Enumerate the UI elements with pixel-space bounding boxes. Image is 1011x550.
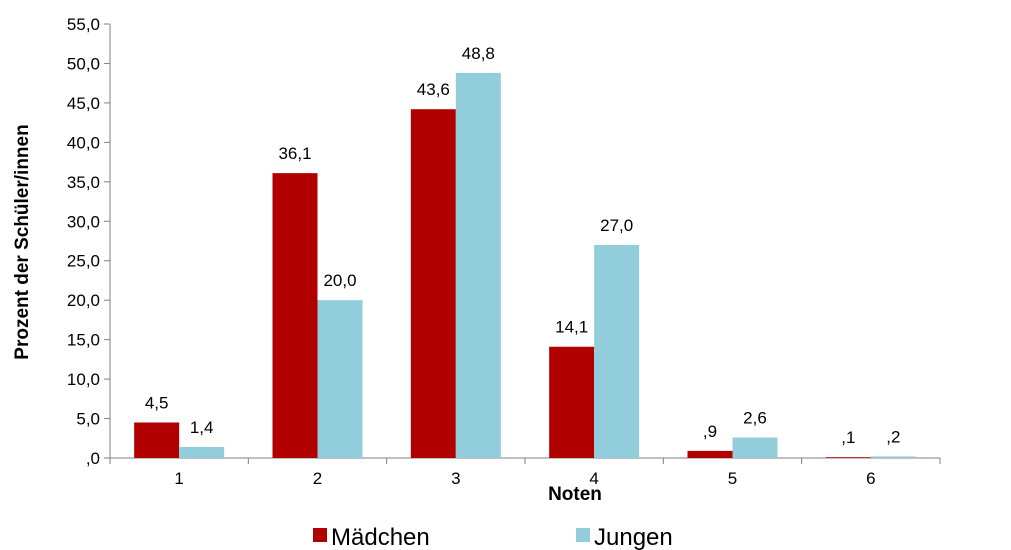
y-tick-label: 15,0 (67, 331, 100, 350)
y-tick-label: 35,0 (67, 173, 100, 192)
legend-swatch (576, 528, 590, 542)
bar-maedchen (825, 457, 871, 458)
bar-jungen (179, 446, 225, 458)
bar-maedchen (272, 173, 318, 458)
y-tick-label: 50,0 (67, 54, 100, 73)
data-label: ,1 (841, 428, 855, 447)
data-label: 36,1 (278, 144, 311, 163)
legend-swatch (313, 528, 327, 542)
x-tick-label: 1 (174, 469, 183, 488)
bar-jungen (594, 244, 640, 458)
x-tick-label: 3 (451, 469, 460, 488)
y-tick-label: 45,0 (67, 94, 100, 113)
y-tick-label: 25,0 (67, 252, 100, 271)
bar-jungen (317, 300, 363, 458)
bar-maedchen (549, 346, 595, 458)
x-tick-label: 2 (313, 469, 322, 488)
bar-maedchen (134, 422, 180, 458)
bar-maedchen (410, 109, 456, 459)
bars (134, 72, 916, 459)
y-tick-label: 5,0 (76, 410, 100, 429)
x-axis: 1 2 3 4 5 6 (109, 457, 941, 488)
x-tick-label: 5 (728, 469, 737, 488)
y-tick-label: 55,0 (67, 15, 100, 34)
y-axis: ,0 5,0 10,0 15,0 20,0 25,0 30,0 35,0 40,0 45,0 50,… (67, 15, 111, 468)
bar-jungen (455, 72, 501, 458)
y-tick-label: 40,0 (67, 133, 100, 152)
bar-jungen (732, 437, 778, 458)
legend-label: Mädchen (331, 524, 430, 550)
legend-label: Jungen (594, 524, 673, 550)
x-axis-title: Noten (548, 484, 602, 505)
data-label: 27,0 (600, 216, 633, 235)
data-label: ,2 (886, 427, 900, 446)
data-label: 20,0 (323, 271, 356, 290)
data-label: 48,8 (462, 44, 495, 63)
y-tick-label: 30,0 (67, 212, 100, 231)
y-tick-label: 20,0 (67, 291, 100, 310)
data-label: 1,4 (190, 418, 214, 437)
data-label: ,9 (703, 422, 717, 441)
y-tick-label: 10,0 (67, 370, 100, 389)
y-axis-title: Prozent der Schüler/innen (12, 124, 33, 359)
legend: Mädchen Jungen (313, 524, 673, 550)
x-tick-label: 4 (589, 469, 598, 488)
data-label: 14,1 (555, 318, 588, 337)
data-labels: 4,5 1,4 36,1 20,0 43,6 48,8 14,1 27,0 ,9 2,6 ,1 ,2 (145, 44, 901, 447)
x-tick-label: 6 (866, 469, 875, 488)
data-label: 4,5 (145, 393, 169, 412)
bar-jungen (870, 456, 916, 458)
data-label: 2,6 (743, 408, 767, 427)
data-label: 43,6 (417, 80, 450, 99)
y-tick-label: ,0 (86, 449, 100, 468)
bar-maedchen (687, 450, 733, 458)
